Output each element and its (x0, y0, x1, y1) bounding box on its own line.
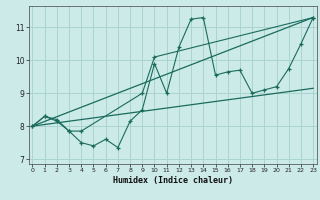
X-axis label: Humidex (Indice chaleur): Humidex (Indice chaleur) (113, 176, 233, 185)
